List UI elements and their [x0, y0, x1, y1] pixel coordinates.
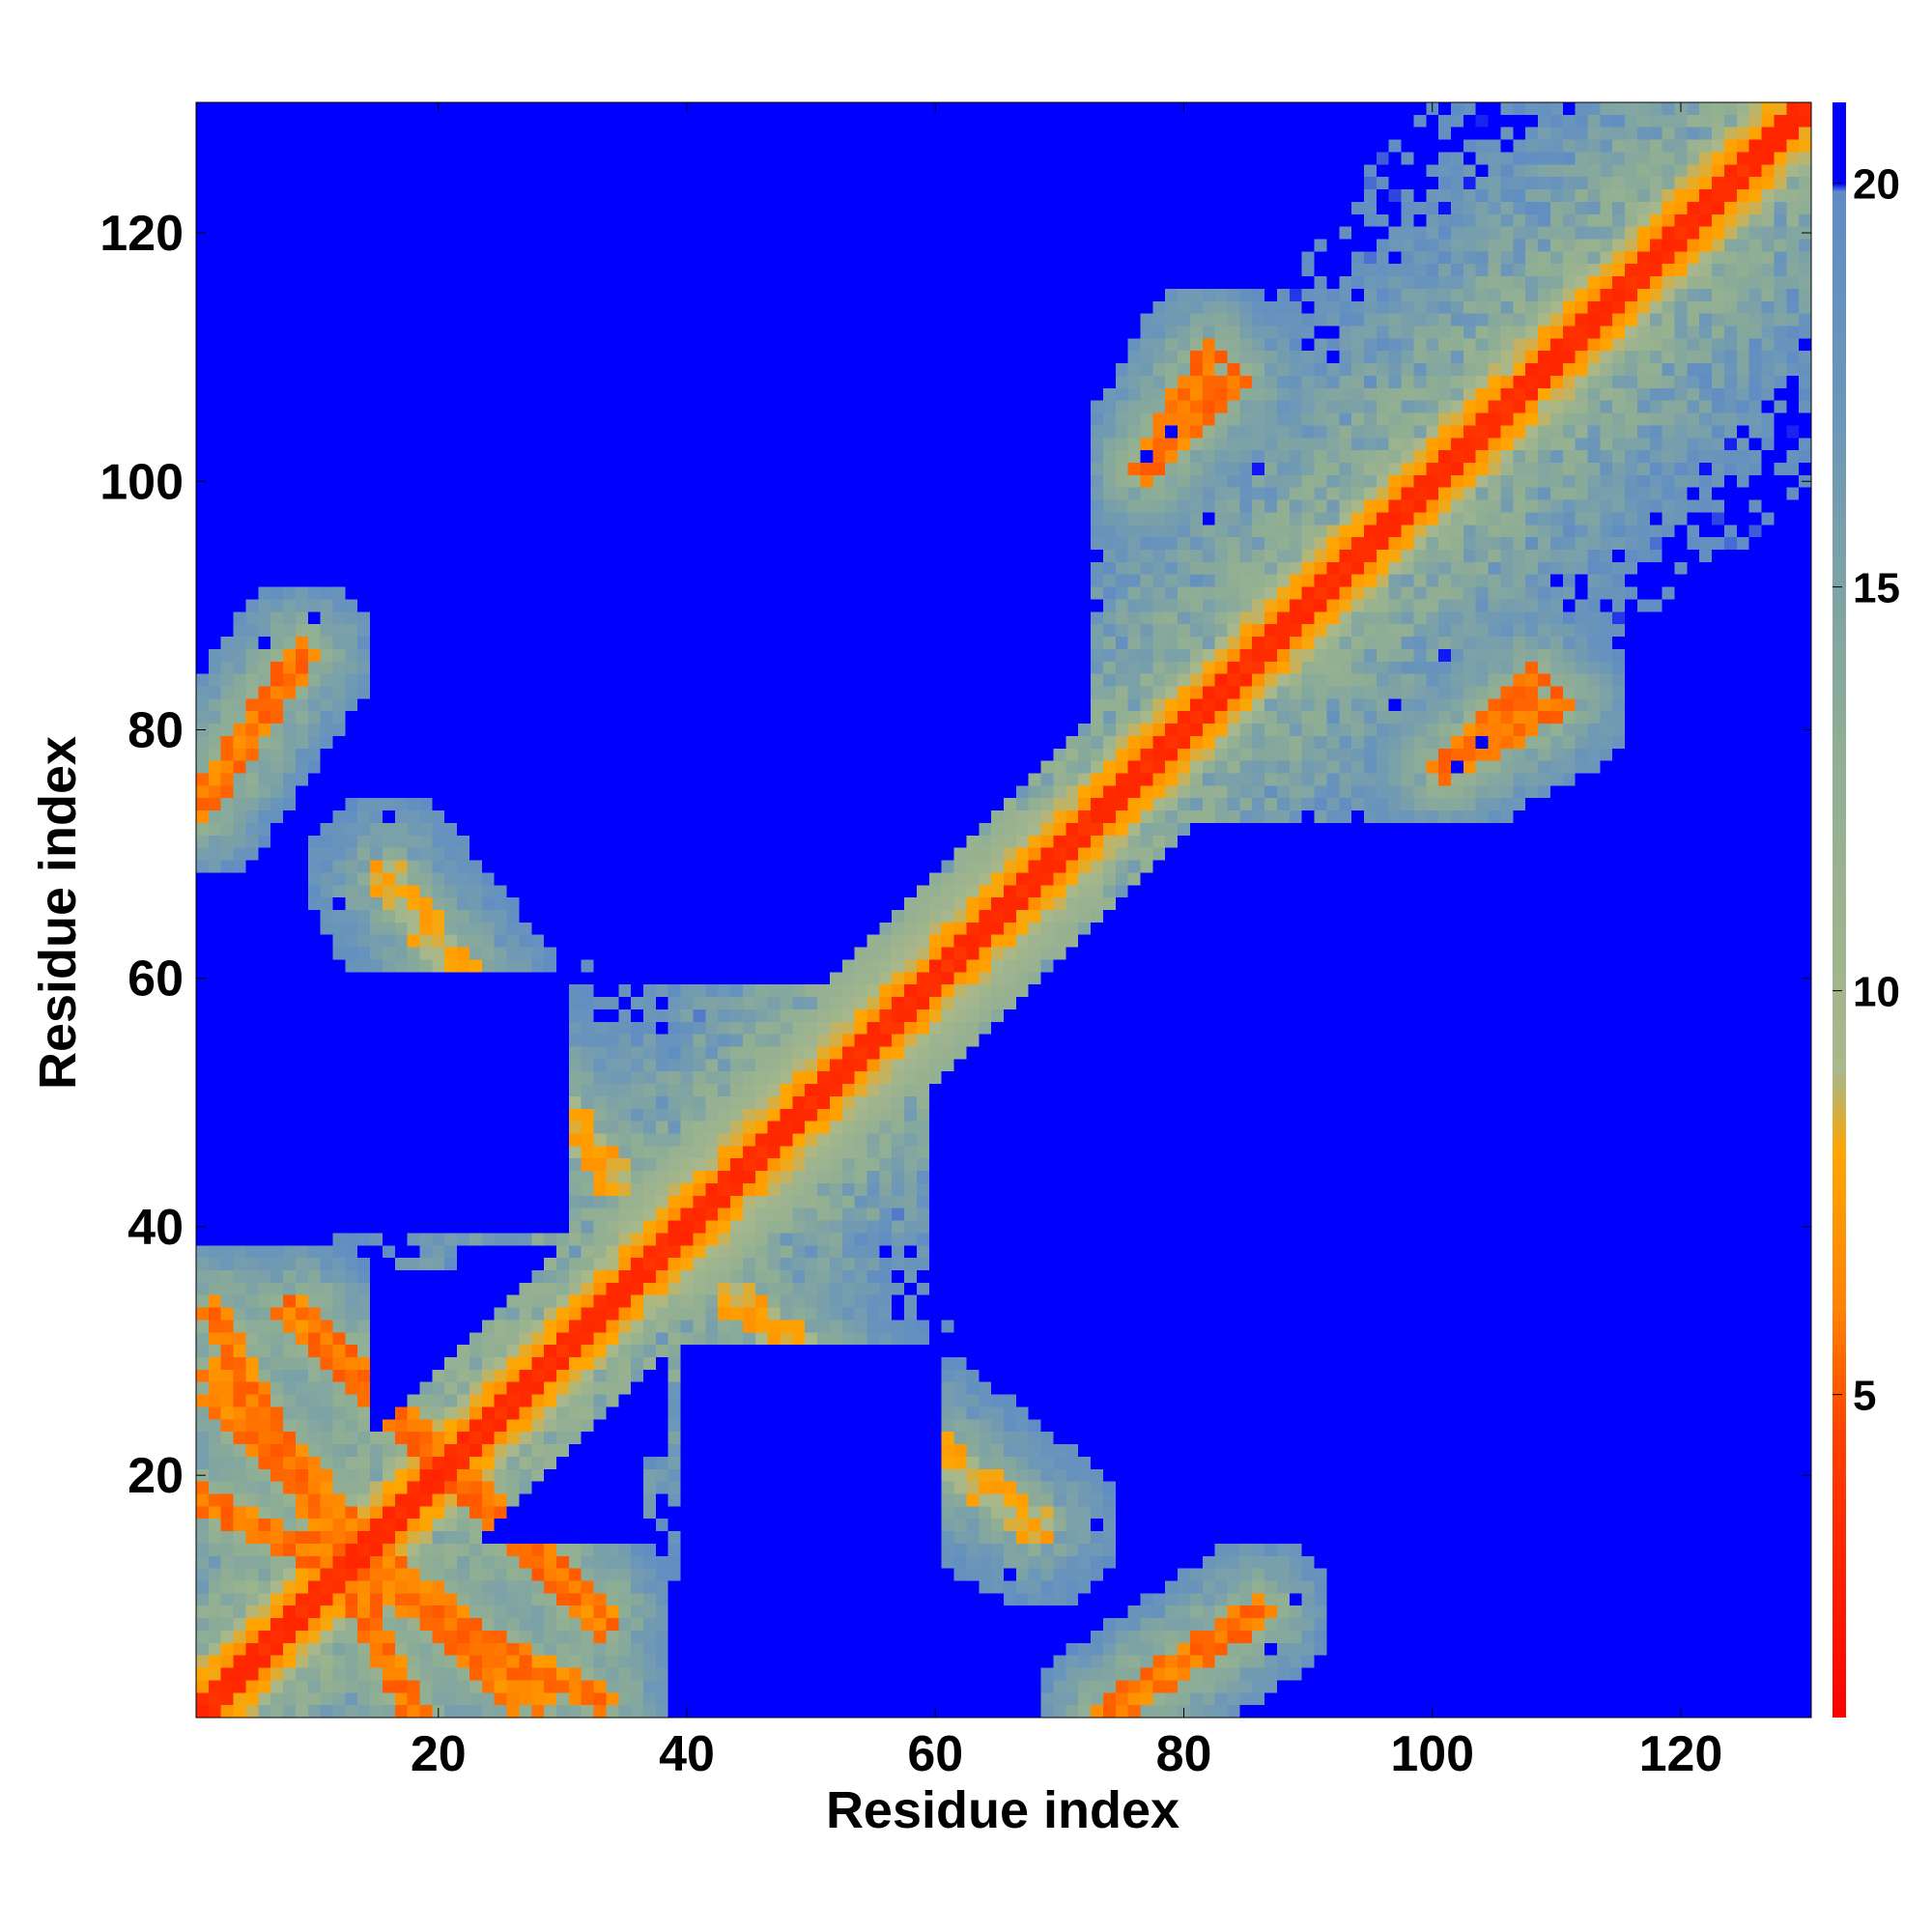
y-axis-ticks: 20 40 60 80 100 120 [99, 206, 1811, 1504]
colorbar [1833, 102, 1846, 1718]
plot-frame [195, 101, 1812, 1719]
x-axis-title: Residue index [826, 1781, 1179, 1839]
y-tick-label: 80 [128, 703, 184, 759]
heatmap-plot-area [196, 102, 1811, 1718]
y-tick-label: 20 [128, 1448, 184, 1504]
y-tick-label: 100 [99, 454, 184, 510]
x-tick-label: 120 [1639, 1726, 1723, 1782]
colorbar-tick-label: 15 [1853, 565, 1900, 612]
colorbar-ticks: 5 10 15 20 [1833, 161, 1900, 1420]
x-tick-label: 100 [1390, 1726, 1474, 1782]
x-tick-label: 60 [907, 1726, 963, 1782]
colorbar-tick-label: 5 [1853, 1373, 1876, 1420]
y-axis-title: Residue index [29, 736, 87, 1090]
y-tick-label: 60 [128, 952, 184, 1008]
x-tick-label: 80 [1156, 1726, 1212, 1782]
y-tick-label: 40 [128, 1200, 184, 1256]
x-tick-label: 20 [411, 1726, 467, 1782]
colorbar-tick-label: 10 [1853, 969, 1900, 1016]
colorbar-tick-label: 20 [1853, 161, 1900, 209]
x-tick-label: 40 [659, 1726, 715, 1782]
x-axis-ticks: 20 40 60 80 100 120 [411, 102, 1722, 1782]
y-tick-label: 120 [99, 206, 184, 262]
